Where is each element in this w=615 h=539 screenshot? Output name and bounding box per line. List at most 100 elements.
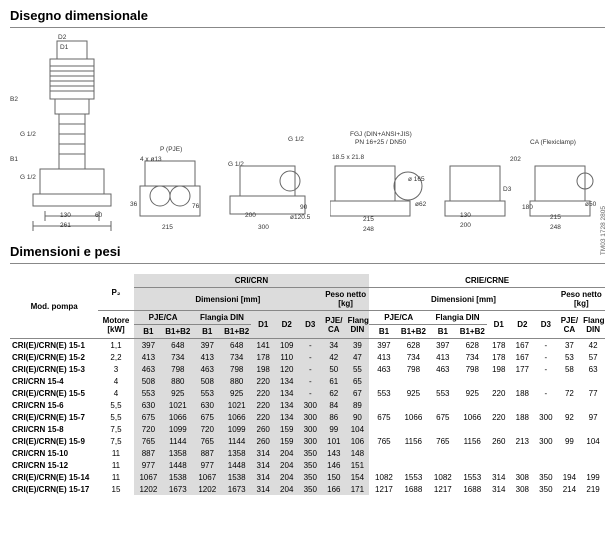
cell-val: 199	[581, 471, 605, 483]
cell-val: 734	[399, 351, 428, 363]
cell-val: 887	[134, 447, 163, 459]
cell-val: 220	[487, 411, 511, 423]
cell-p2: 5,5	[98, 411, 133, 423]
cell-val: 413	[369, 351, 398, 363]
cell-val	[399, 399, 428, 411]
cell-model: CRI(E)/CRN(E) 15-14	[10, 471, 98, 483]
th-d1b: D1	[487, 311, 511, 339]
cell-val	[369, 399, 398, 411]
th-cricrn: CRI/CRN	[134, 274, 370, 288]
label-fgj: FGJ (DIN+ANSI+JIS)	[350, 131, 412, 138]
cell-val: 798	[458, 363, 487, 375]
cell-val	[458, 447, 487, 459]
cell-val: 220	[251, 375, 275, 387]
cell-val: 89	[346, 399, 370, 411]
label-d165: ø 165	[408, 176, 425, 183]
label-b1: B1	[10, 156, 18, 163]
cell-val: 734	[458, 351, 487, 363]
cell-model: CRI(E)/CRN(E) 15-2	[10, 351, 98, 363]
cell-p2: 2,2	[98, 351, 133, 363]
label-caflex: CA (Flexiclamp)	[530, 139, 576, 146]
cell-val	[487, 447, 511, 459]
table-row: CRI(E)/CRN(E) 15-33463798463798198120-50…	[10, 363, 605, 375]
cell-val: 178	[487, 351, 511, 363]
cell-val: 648	[163, 339, 192, 352]
label-130: 130	[60, 212, 71, 219]
cell-val: 1066	[222, 411, 251, 423]
cell-p2: 11	[98, 447, 133, 459]
cell-val: 1358	[222, 447, 251, 459]
th-wfl2: FlangiaDIN	[581, 311, 605, 339]
cell-val: 134	[275, 387, 299, 399]
cell-val: 463	[369, 363, 398, 375]
cell-p2: 7,5	[98, 423, 133, 435]
cell-val: 1082	[428, 471, 457, 483]
label-d62: ø62	[415, 201, 426, 208]
cell-val: 1144	[163, 435, 192, 447]
cell-val: 1673	[163, 483, 192, 495]
drawing-ca1	[440, 156, 515, 231]
cell-val: 350	[299, 447, 323, 459]
cell-val: 39	[346, 339, 370, 352]
cell-val: 977	[193, 459, 222, 471]
cell-val: 350	[299, 483, 323, 495]
th-d3a: D3	[299, 311, 323, 339]
label-g12d: G 1/2	[288, 136, 304, 143]
cell-p2: 4	[98, 387, 133, 399]
cell-val: 553	[193, 387, 222, 399]
cell-val: 308	[511, 483, 535, 495]
cell-val: 413	[134, 351, 163, 363]
cell-val: 1099	[163, 423, 192, 435]
cell-val	[399, 423, 428, 435]
cell-model: CRI(E)/CRN(E) 15-3	[10, 363, 98, 375]
cell-val	[534, 423, 558, 435]
cell-val: 314	[251, 447, 275, 459]
cell-val: -	[534, 387, 558, 399]
cell-val: 925	[458, 387, 487, 399]
cell-val: 977	[134, 459, 163, 471]
table-row: CRI(E)/CRN(E) 15-75,56751066675106622013…	[10, 411, 605, 423]
cell-val	[581, 447, 605, 459]
cell-val: 300	[299, 411, 323, 423]
cell-model: CRI/CRN 15-12	[10, 459, 98, 471]
cell-val: 675	[134, 411, 163, 423]
label-215c: 215	[550, 214, 561, 221]
cell-val: 151	[346, 459, 370, 471]
cell-val: 630	[193, 399, 222, 411]
cell-val: 99	[322, 423, 346, 435]
section-title-table: Dimensioni e pesi	[0, 236, 615, 263]
cell-val: 798	[399, 363, 428, 375]
cell-model: CRI/CRN 15-6	[10, 399, 98, 411]
cell-val: 47	[346, 351, 370, 363]
cell-val: 50	[322, 363, 346, 375]
cell-val: 55	[346, 363, 370, 375]
cell-val: 106	[346, 435, 370, 447]
cell-val	[511, 399, 535, 411]
cell-val: 99	[558, 435, 582, 447]
cell-val: 798	[163, 363, 192, 375]
cell-val: 198	[487, 363, 511, 375]
th-dim1: Dimensioni [mm]	[134, 288, 322, 311]
cell-val: 350	[534, 483, 558, 495]
cell-model: CRI(E)/CRN(E) 15-5	[10, 387, 98, 399]
th-b1b2a: B1+B2	[163, 325, 192, 339]
cell-val: 166	[322, 483, 346, 495]
cell-val: 141	[251, 339, 275, 352]
cell-val: -	[299, 375, 323, 387]
cell-val	[534, 399, 558, 411]
cell-val: 1553	[399, 471, 428, 483]
cell-val: 42	[581, 339, 605, 352]
table-row: CRI(E)/CRN(E) 15-14111067153810671538314…	[10, 471, 605, 483]
cell-val: 925	[399, 387, 428, 399]
cell-val: -	[534, 363, 558, 375]
cell-val: 720	[134, 423, 163, 435]
cell-val: 350	[534, 471, 558, 483]
cell-val: 90	[346, 411, 370, 423]
cell-val	[428, 459, 457, 471]
cell-val	[458, 399, 487, 411]
cell-val: 1217	[369, 483, 398, 495]
cell-model: CRI/CRN 15-10	[10, 447, 98, 459]
cell-val: 350	[299, 471, 323, 483]
drawing-ca2	[525, 156, 600, 231]
th-b1c: B1	[193, 325, 222, 339]
